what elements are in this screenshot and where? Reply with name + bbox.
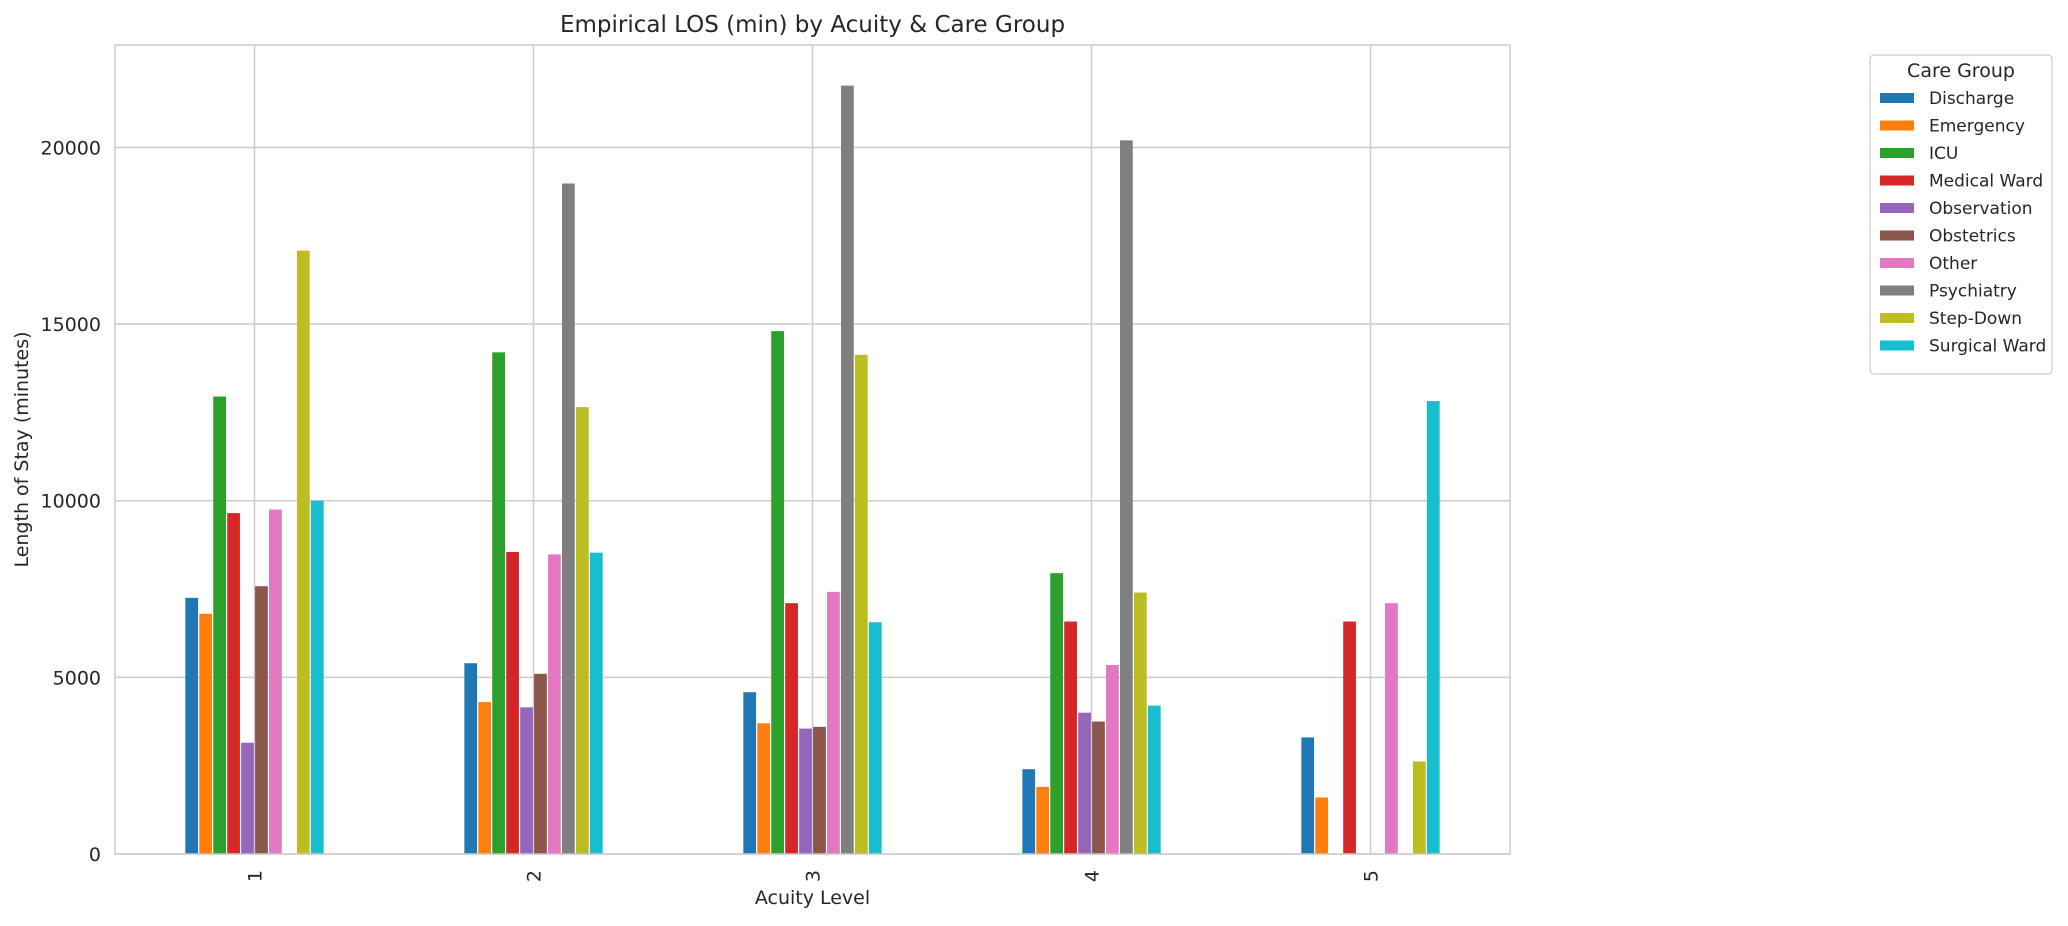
plot-frame xyxy=(114,44,1511,855)
x-tick-label: 1 xyxy=(245,870,267,882)
x-tick-label: 3 xyxy=(803,870,825,882)
legend-label: ICU xyxy=(1929,144,1958,164)
bar xyxy=(492,352,505,854)
legend-label: Observation xyxy=(1929,199,2033,219)
y-tick-label: 15000 xyxy=(41,314,101,336)
bar xyxy=(1412,761,1426,854)
x-tick-label: 4 xyxy=(1082,870,1104,882)
bar xyxy=(799,728,812,854)
legend-label: Obstetrics xyxy=(1929,227,2016,247)
bar xyxy=(827,591,840,854)
legend-label: Surgical Ward xyxy=(1929,337,2046,357)
bar xyxy=(296,250,310,855)
bar xyxy=(785,603,798,854)
legend-label: Emergency xyxy=(1929,117,2025,137)
bar xyxy=(506,551,519,854)
legend-box xyxy=(1869,54,2053,375)
bar xyxy=(520,707,533,854)
legend-swatch xyxy=(1880,230,1914,241)
legend-label: Step-Down xyxy=(1929,309,2022,329)
legend-title: Care Group xyxy=(1907,60,2015,82)
bar xyxy=(1301,737,1315,854)
bar xyxy=(575,407,589,854)
bar xyxy=(1078,712,1091,854)
chart-title: Empirical LOS (min) by Acuity & Care Gro… xyxy=(560,12,1065,38)
bar xyxy=(241,742,254,854)
bar xyxy=(269,509,282,854)
legend-label: Discharge xyxy=(1929,89,2014,109)
bar xyxy=(1106,664,1119,854)
legend-swatch xyxy=(1880,175,1914,186)
y-tick-label: 20000 xyxy=(41,137,101,159)
bar xyxy=(1315,797,1329,854)
bar xyxy=(854,354,868,854)
bar xyxy=(1092,721,1105,854)
bar xyxy=(1120,140,1133,854)
bar xyxy=(1022,769,1036,854)
bar xyxy=(1064,621,1077,854)
bar xyxy=(255,586,268,854)
bar xyxy=(757,723,771,854)
legend-items: Discharge Emergency ICU Medical Ward Observa… xyxy=(1880,89,2046,357)
bar xyxy=(1426,401,1440,854)
bar xyxy=(589,552,603,854)
bar xyxy=(227,513,240,854)
legend-swatch xyxy=(1880,93,1914,103)
bar xyxy=(1147,705,1161,854)
legend-swatch xyxy=(1880,203,1914,213)
y-tick-label: 5000 xyxy=(53,667,101,689)
bar xyxy=(534,673,547,854)
legend-label: Medical Ward xyxy=(1929,172,2043,192)
x-tick-label: 5 xyxy=(1361,870,1383,882)
bar xyxy=(478,702,492,854)
legend: Care Group Discharge Emergency ICU Medical … xyxy=(1869,54,2053,375)
legend-swatch xyxy=(1880,148,1914,158)
legend-swatch xyxy=(1880,120,1914,131)
y-tick-label: 10000 xyxy=(41,491,101,513)
tick-labels: 0 5000 10000 15000 20000 1 2 3 4 5 xyxy=(41,137,1383,882)
bar xyxy=(1343,621,1356,854)
bar xyxy=(1050,573,1063,854)
y-axis-label: Length of Stay (minutes) xyxy=(11,331,33,567)
bar xyxy=(813,726,826,854)
bar xyxy=(548,554,561,854)
bars xyxy=(185,85,1440,855)
bar xyxy=(464,663,478,854)
legend-swatch xyxy=(1880,340,1914,351)
legend-swatch xyxy=(1880,258,1914,268)
legend-label: Other xyxy=(1929,254,1977,274)
bar xyxy=(1385,603,1398,854)
x-axis-label: Acuity Level xyxy=(755,887,870,909)
bar xyxy=(562,183,575,855)
bar xyxy=(213,396,226,854)
bar xyxy=(1036,786,1050,854)
bar xyxy=(199,613,213,854)
x-tick-label: 2 xyxy=(524,870,546,882)
legend-swatch xyxy=(1880,285,1914,296)
bar xyxy=(1133,592,1147,854)
bar xyxy=(310,500,324,854)
bar xyxy=(771,331,784,854)
bar xyxy=(185,597,199,854)
bar xyxy=(841,85,854,854)
bar xyxy=(868,622,882,854)
legend-label: Psychiatry xyxy=(1929,282,2017,302)
legend-swatch xyxy=(1880,313,1914,323)
bar xyxy=(743,692,757,854)
y-tick-label: 0 xyxy=(89,844,101,866)
